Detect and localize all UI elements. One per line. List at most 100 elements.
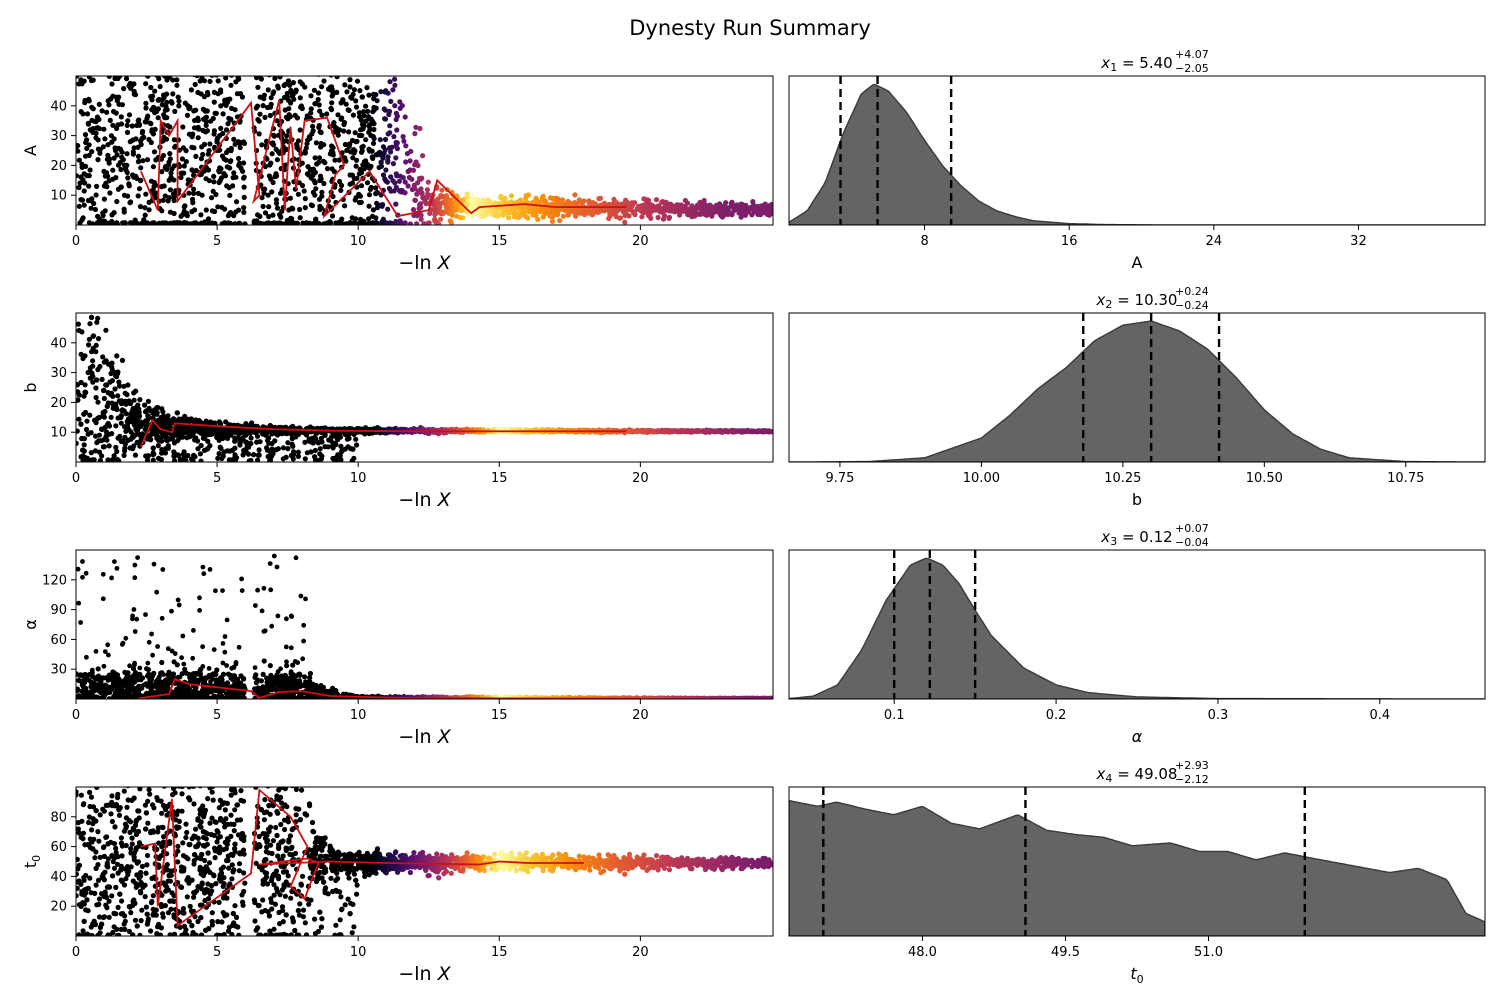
scatter-point — [198, 171, 204, 177]
scatter-point — [131, 70, 136, 75]
scatter-point — [350, 155, 356, 161]
scatter-point — [202, 107, 208, 113]
scatter-point — [117, 159, 123, 166]
scatter-point — [237, 91, 244, 97]
scatter-point — [135, 409, 142, 415]
scatter-point — [525, 215, 531, 221]
scatter-point — [415, 162, 421, 169]
scatter-point — [159, 169, 165, 175]
scatter-point — [155, 115, 161, 121]
scatter-point — [200, 56, 205, 61]
scatter-point — [100, 51, 105, 56]
scatter-point — [101, 387, 107, 393]
scatter-point — [367, 186, 373, 192]
scatter-point — [93, 125, 100, 131]
scatter-point — [163, 437, 169, 443]
scatter-point — [320, 158, 327, 164]
scatter-point — [87, 321, 93, 327]
scatter-point — [385, 159, 391, 165]
scatter-point — [284, 133, 290, 139]
scatter-point — [649, 202, 655, 208]
scatter-point — [224, 164, 230, 170]
scatter-point — [256, 118, 262, 124]
scatter-point — [392, 82, 398, 88]
scatter-point — [350, 446, 356, 452]
scatter-point — [118, 398, 124, 404]
scatter-point — [161, 112, 167, 118]
scatter-point — [226, 52, 231, 57]
scatter-point — [565, 211, 572, 217]
scatter-point — [318, 435, 324, 441]
scatter-point — [138, 165, 144, 171]
scatter-point — [506, 210, 512, 216]
scatter-point — [180, 145, 187, 151]
scatter-point — [94, 64, 99, 69]
scatter-point — [135, 159, 141, 165]
scatter-point — [353, 163, 359, 169]
scatter-point — [316, 155, 323, 161]
scatter-point — [210, 32, 215, 37]
scatter-point — [285, 440, 291, 446]
scatter-point — [101, 168, 107, 174]
scatter-point — [329, 166, 335, 172]
scatter-point — [317, 451, 323, 457]
scatter-point — [358, 117, 364, 123]
scatter-point — [435, 196, 441, 202]
scatter-point — [681, 428, 688, 435]
scatter-point — [282, 39, 287, 44]
scatter-point — [322, 59, 327, 64]
scatter-point — [374, 189, 381, 196]
scatter-point — [110, 176, 116, 182]
scatter-point — [273, 220, 279, 225]
scatter-point — [420, 153, 426, 159]
scatter-point — [101, 395, 107, 402]
scatter-point — [223, 419, 229, 425]
y-tick-label: 10 — [50, 189, 67, 204]
scatter-point — [150, 164, 156, 170]
scatter-point — [159, 416, 165, 422]
scatter-point — [135, 53, 140, 58]
scatter-point — [105, 142, 111, 148]
scatter-point — [193, 435, 199, 441]
scatter-point — [329, 100, 335, 106]
scatter-point — [96, 432, 102, 438]
scatter-point — [330, 145, 336, 151]
scatter-point — [246, 458, 252, 462]
scatter-point — [145, 398, 151, 404]
scatter-point — [371, 126, 377, 133]
scatter-point — [241, 160, 247, 166]
scatter-point — [297, 127, 303, 133]
scatter-point — [317, 203, 323, 209]
scatter-point — [378, 89, 384, 95]
scatter-point — [308, 221, 314, 225]
scatter-point — [125, 118, 131, 124]
scatter-point — [201, 63, 206, 68]
scatter-point — [96, 449, 103, 455]
scatter-point — [338, 63, 343, 68]
scatter-point — [179, 156, 185, 162]
scatter-point — [434, 200, 440, 206]
scatter-point — [425, 220, 431, 225]
scatter-point — [550, 195, 556, 201]
scatter-point — [225, 147, 231, 153]
scatter-point — [308, 93, 314, 99]
scatter-point — [184, 35, 189, 40]
scatter-point — [370, 64, 375, 69]
scatter-point — [265, 87, 271, 93]
scatter-point — [328, 105, 334, 111]
scatter-point — [310, 39, 315, 44]
scatter-point — [386, 108, 393, 114]
scatter-point — [93, 135, 99, 141]
scatter-point — [376, 67, 381, 72]
scatter-point — [99, 221, 105, 225]
scatter-point — [206, 48, 211, 53]
scatter-point — [95, 399, 101, 405]
scatter-point — [136, 186, 143, 192]
tail-point — [767, 207, 773, 213]
scatter-point — [557, 199, 563, 205]
scatter-point — [172, 29, 177, 34]
scatter-point — [261, 190, 267, 196]
scatter-point — [191, 30, 196, 35]
scatter-point — [99, 376, 105, 382]
scatter-point — [425, 179, 431, 185]
